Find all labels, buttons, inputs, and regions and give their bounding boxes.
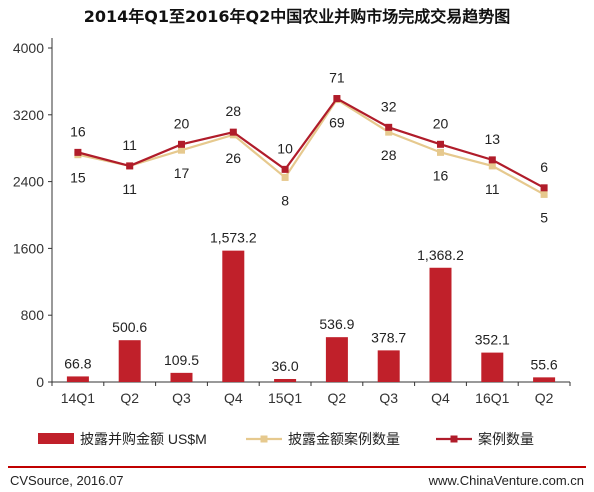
source-text: CVSource, 2016.07 bbox=[10, 473, 124, 488]
bar bbox=[170, 372, 193, 382]
bar-value-label: 536.9 bbox=[319, 316, 354, 332]
deal-count-marker bbox=[126, 162, 134, 170]
deal-count-marker bbox=[178, 140, 185, 148]
bar bbox=[325, 337, 348, 382]
bar-value-label: 378.7 bbox=[371, 329, 406, 345]
x-tick-label: 15Q1 bbox=[268, 390, 302, 406]
bar-value-label: 66.8 bbox=[64, 355, 91, 371]
disclosed-count-label: 26 bbox=[226, 150, 242, 166]
deal-count-label: 32 bbox=[381, 98, 397, 114]
x-tick-label: Q4 bbox=[224, 390, 243, 406]
deal-count-label: 71 bbox=[329, 70, 345, 86]
disclosed-count-label: 16 bbox=[433, 167, 449, 183]
footer-divider bbox=[8, 466, 586, 468]
legend-deal-marker bbox=[450, 435, 458, 443]
disclosed-count-marker bbox=[540, 190, 548, 198]
x-tick-label: Q2 bbox=[120, 390, 139, 406]
y-tick-label: 800 bbox=[21, 307, 45, 323]
bar bbox=[533, 377, 556, 382]
y-tick-label: 0 bbox=[36, 374, 44, 390]
bar bbox=[66, 376, 89, 382]
deal-count-label: 11 bbox=[122, 137, 137, 153]
bar bbox=[222, 250, 245, 382]
footer: CVSource, 2016.07 www.ChinaVenture.com.c… bbox=[0, 460, 594, 492]
deal-count-label: 10 bbox=[277, 140, 293, 156]
deal-count-label: 13 bbox=[485, 131, 501, 147]
deal-count-label: 6 bbox=[540, 159, 548, 175]
chart-title: 2014年Q1至2016年Q2中国农业并购市场完成交易趋势图 bbox=[83, 7, 511, 26]
legend-deal-label: 案例数量 bbox=[478, 431, 534, 447]
x-axis: 14Q1 Q2 Q3 Q4 15Q1 Q2 Q3 Q4 16Q1 Q2 bbox=[51, 381, 571, 406]
y-tick-label: 3200 bbox=[13, 107, 44, 123]
bar bbox=[377, 350, 400, 382]
disclosed-count-label: 11 bbox=[485, 181, 500, 197]
website-link[interactable]: www.ChinaVenture.com.cn bbox=[428, 473, 584, 488]
bar-value-label: 36.0 bbox=[271, 358, 298, 374]
legend-bar-swatch bbox=[38, 433, 74, 444]
bar bbox=[481, 352, 504, 382]
disclosed-count-label: 28 bbox=[381, 147, 397, 163]
deal-count-marker bbox=[333, 95, 341, 103]
deal-count-label: 16 bbox=[70, 123, 86, 139]
disclosed-count-marker bbox=[281, 173, 289, 181]
y-tick-label: 4000 bbox=[13, 40, 44, 56]
deal-count-line bbox=[77, 97, 545, 189]
y-tick-label: 1600 bbox=[13, 240, 44, 256]
x-tick-label: Q4 bbox=[431, 390, 450, 406]
legend-disclosed-label: 披露金额案例数量 bbox=[288, 431, 400, 447]
disclosed-count-label: 8 bbox=[281, 192, 289, 208]
deal-count-marker bbox=[540, 184, 548, 192]
disclosed-count-line bbox=[77, 98, 545, 196]
bar-series bbox=[66, 250, 556, 382]
x-tick-label: Q2 bbox=[328, 390, 347, 406]
disclosed-count-label: 5 bbox=[540, 209, 548, 225]
x-tick-label: 14Q1 bbox=[61, 390, 95, 406]
disclosed-count-label: 17 bbox=[174, 165, 190, 181]
x-tick-label: Q3 bbox=[172, 390, 191, 406]
deal-count-marker bbox=[229, 128, 237, 136]
bar-value-label: 500.6 bbox=[112, 319, 147, 335]
legend: 披露并购金额 US$M 披露金额案例数量 案例数量 bbox=[38, 431, 534, 447]
deal-count-marker bbox=[488, 156, 496, 164]
deal-count-label: 20 bbox=[433, 115, 449, 131]
line-series bbox=[74, 95, 548, 198]
legend-bar-label: 披露并购金额 US$M bbox=[80, 431, 207, 447]
disclosed-count-label: 11 bbox=[122, 181, 137, 197]
deal-count-label: 20 bbox=[174, 115, 190, 131]
bar-value-label: 109.5 bbox=[164, 352, 199, 368]
bar bbox=[118, 340, 141, 382]
x-tick-label: Q2 bbox=[535, 390, 554, 406]
chart-canvas: 0 800 1600 2400 3200 4000 14Q1 Q2 Q3 Q4 15Q1 Q2 Q3 Q… bbox=[13, 38, 571, 447]
deal-count-marker bbox=[74, 148, 82, 156]
bar bbox=[274, 378, 297, 382]
y-axis: 0 800 1600 2400 3200 4000 bbox=[13, 38, 53, 390]
disclosed-count-marker bbox=[437, 148, 444, 156]
x-tick-label: 16Q1 bbox=[475, 390, 509, 406]
deal-count-marker bbox=[385, 123, 393, 131]
bar bbox=[429, 267, 452, 382]
disclosed-count-marker bbox=[488, 162, 496, 170]
y-tick-label: 2400 bbox=[13, 174, 44, 190]
disclosed-count-label: 69 bbox=[329, 115, 345, 131]
deal-count-label: 28 bbox=[226, 103, 242, 119]
bar-value-label: 1,573.2 bbox=[210, 230, 257, 246]
legend-disclosed-marker bbox=[260, 435, 268, 443]
data-labels: 66.8 500.6 109.5 1,573.2 36.0 536.9 378.7 1,368… bbox=[64, 70, 558, 374]
disclosed-count-label: 15 bbox=[70, 170, 86, 186]
deal-count-marker bbox=[281, 165, 289, 173]
deal-count-marker bbox=[437, 140, 444, 148]
bar-value-label: 1,368.2 bbox=[417, 247, 464, 263]
bar-value-label: 352.1 bbox=[475, 332, 510, 348]
x-tick-label: Q3 bbox=[379, 390, 398, 406]
bar-value-label: 55.6 bbox=[530, 356, 557, 372]
disclosed-count-marker bbox=[178, 146, 185, 154]
disclosed-count-marker bbox=[385, 128, 393, 136]
